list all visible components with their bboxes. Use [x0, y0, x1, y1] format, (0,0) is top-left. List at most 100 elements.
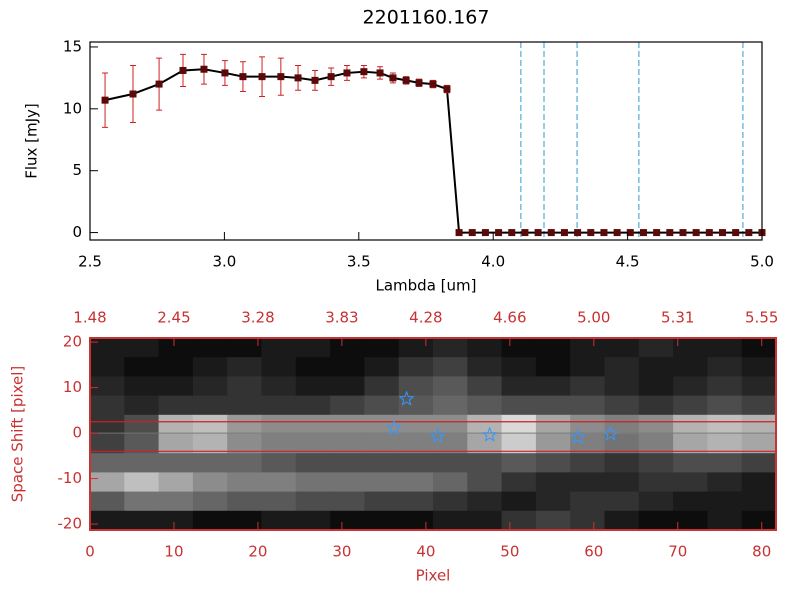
image-cell — [604, 414, 640, 435]
image-cell — [295, 472, 331, 493]
x2-tick-label: 3.28 — [241, 309, 274, 327]
marker — [327, 73, 335, 81]
image-cell — [330, 376, 365, 397]
x-tick-label: 30 — [332, 543, 351, 561]
marker — [521, 229, 529, 237]
data-line — [104, 68, 762, 234]
image-cell — [707, 376, 743, 397]
image-cell — [638, 510, 674, 531]
image-cell — [90, 510, 125, 531]
image-cell — [295, 357, 331, 377]
x-tick-label: 3.0 — [212, 253, 236, 271]
image-cell — [261, 434, 297, 454]
image-cell — [295, 414, 331, 435]
image-cell — [261, 414, 297, 435]
image-cell — [398, 472, 434, 493]
image-cell — [295, 453, 331, 473]
marker — [600, 229, 608, 237]
image-cell — [467, 510, 503, 531]
image-cell — [261, 357, 297, 377]
image-cell — [192, 491, 228, 512]
image-cell — [227, 491, 262, 512]
y-tick-label: 10 — [63, 378, 82, 396]
image-cell — [261, 472, 297, 493]
image-cell — [158, 414, 194, 435]
image-cell — [433, 510, 468, 531]
image-cell — [467, 472, 503, 493]
image-cell — [707, 510, 743, 531]
star-marker — [429, 427, 446, 444]
image-cell — [124, 510, 160, 531]
marker — [343, 69, 351, 77]
image-cell — [467, 414, 503, 435]
image-cell — [535, 453, 571, 473]
image-cell — [364, 357, 400, 377]
image-cell — [741, 434, 777, 454]
image-cell — [673, 434, 708, 454]
image-cell — [707, 434, 743, 454]
marker — [626, 229, 634, 237]
image-cell — [124, 472, 160, 493]
image-cell — [158, 434, 194, 454]
image-cell — [501, 510, 537, 531]
image-cell — [90, 414, 125, 435]
image-cell — [398, 453, 434, 473]
marker — [705, 229, 713, 237]
x-tick-label: 60 — [584, 543, 603, 561]
image-cell — [261, 395, 297, 416]
y-tick-label: 10 — [63, 99, 82, 117]
image-cell — [192, 357, 228, 377]
y-tick-label: 15 — [63, 37, 82, 55]
image-cell — [90, 491, 125, 512]
image-cell — [673, 395, 708, 416]
image-cell — [467, 357, 503, 377]
x2-tick-label: 5.00 — [577, 309, 610, 327]
x-tick-label: 40 — [416, 543, 435, 561]
image-cell — [433, 453, 468, 473]
image-cell — [433, 491, 468, 512]
image-cell — [124, 338, 160, 358]
image-cell — [604, 510, 640, 531]
y-tick-label: 20 — [63, 333, 82, 351]
image-cell — [364, 434, 400, 454]
x2-tick-label: 1.48 — [73, 309, 106, 327]
marker — [692, 229, 700, 237]
marker — [155, 80, 163, 88]
image-cell — [398, 338, 434, 358]
image-cell — [433, 434, 468, 454]
x-tick-label: 5.0 — [750, 253, 774, 271]
image-cell — [535, 338, 571, 358]
image-cell — [673, 510, 708, 531]
image-cell — [638, 453, 674, 473]
marker — [415, 79, 423, 87]
x2-tick-label: 5.31 — [661, 309, 694, 327]
image-cell — [707, 395, 743, 416]
marker — [745, 229, 753, 237]
image-cell — [433, 414, 468, 435]
image-cell — [535, 357, 571, 377]
star-marker — [385, 419, 402, 435]
marker — [200, 65, 208, 73]
image-cell — [124, 491, 160, 512]
star-marker — [481, 426, 498, 442]
y-tick-label: 0 — [72, 424, 82, 442]
image-cell — [570, 357, 605, 377]
image-cell — [192, 434, 228, 454]
x-axis-label: Pixel — [416, 567, 451, 585]
image-cell — [364, 510, 400, 531]
image-cell — [227, 376, 262, 397]
image-cell — [398, 434, 434, 454]
image-cell — [707, 472, 743, 493]
image-cell — [330, 338, 365, 358]
image-cell — [673, 376, 708, 397]
image-cell — [467, 453, 503, 473]
image-cell — [330, 434, 365, 454]
image-cell — [158, 510, 194, 531]
image-cell — [570, 338, 605, 358]
image-cell — [330, 453, 365, 473]
marker — [495, 229, 503, 237]
image-cell — [364, 338, 400, 358]
image-cell — [638, 338, 674, 358]
image-cell — [261, 491, 297, 512]
image-cell — [570, 395, 605, 416]
